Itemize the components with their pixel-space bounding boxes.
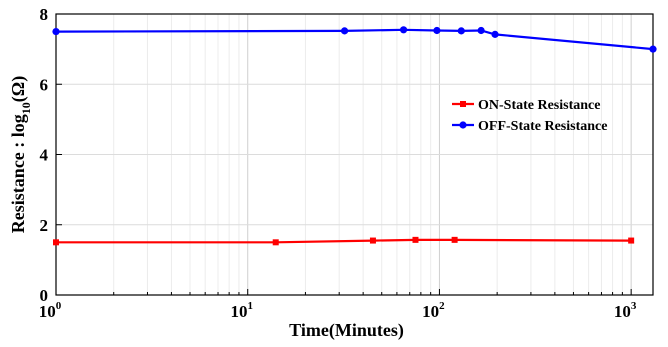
- x-tick-label: 100: [39, 300, 62, 321]
- off-state-point: [649, 45, 657, 53]
- off-state-point: [491, 30, 499, 38]
- x-tick-exponent: 0: [56, 300, 62, 312]
- x-tick-label: 101: [230, 300, 253, 321]
- x-axis-label: Time(Minutes): [289, 320, 404, 341]
- x-tick-base: 10: [422, 302, 439, 321]
- on-state-point: [272, 239, 279, 246]
- on-state-point: [628, 237, 635, 244]
- on-state-point: [451, 236, 458, 243]
- y-tick-label: 8: [40, 5, 49, 24]
- legend-label: OFF-State Resistance: [478, 119, 607, 134]
- grid-lines: [55, 13, 653, 296]
- off-state-point: [399, 26, 408, 34]
- y-tick-label: 6: [40, 75, 49, 94]
- y-axis-label: Resistance : log10(Ω): [8, 76, 33, 233]
- x-tick-exponent: 1: [247, 300, 253, 312]
- series-line-off-state: [55, 28, 654, 51]
- x-tick-label: 102: [422, 300, 445, 321]
- legend-marker: [460, 101, 466, 107]
- y-axis-label-sub: 10: [19, 102, 33, 114]
- off-state-point: [340, 27, 349, 35]
- off-state-point: [477, 26, 485, 35]
- y-axis-label-unit: (Ω): [8, 76, 29, 102]
- x-tick-label: 103: [614, 300, 637, 321]
- y-tick-label: 0: [40, 286, 49, 305]
- on-state-point: [369, 237, 376, 244]
- x-tick-base: 10: [39, 302, 56, 321]
- legend-label: ON-State Resistance: [478, 98, 600, 113]
- on-state-point: [412, 236, 419, 243]
- x-tick-base: 10: [230, 302, 247, 321]
- on-state-point: [53, 239, 59, 246]
- x-tick-base: 10: [614, 302, 631, 321]
- off-state-point: [433, 26, 441, 35]
- series-line-on-state: [56, 238, 632, 244]
- x-tick-exponent: 2: [439, 300, 445, 312]
- y-tick-label: 2: [40, 216, 49, 235]
- off-state-point: [52, 27, 60, 36]
- x-tick-exponent: 3: [631, 300, 637, 312]
- off-state-point: [457, 27, 465, 35]
- legend: ON-State Resistance OFF-State Resistance: [452, 98, 607, 134]
- data-series: [52, 26, 657, 246]
- y-tick-label: 4: [40, 146, 49, 165]
- y-axis-label-main: Resistance : log: [8, 114, 28, 233]
- legend-marker: [459, 121, 467, 129]
